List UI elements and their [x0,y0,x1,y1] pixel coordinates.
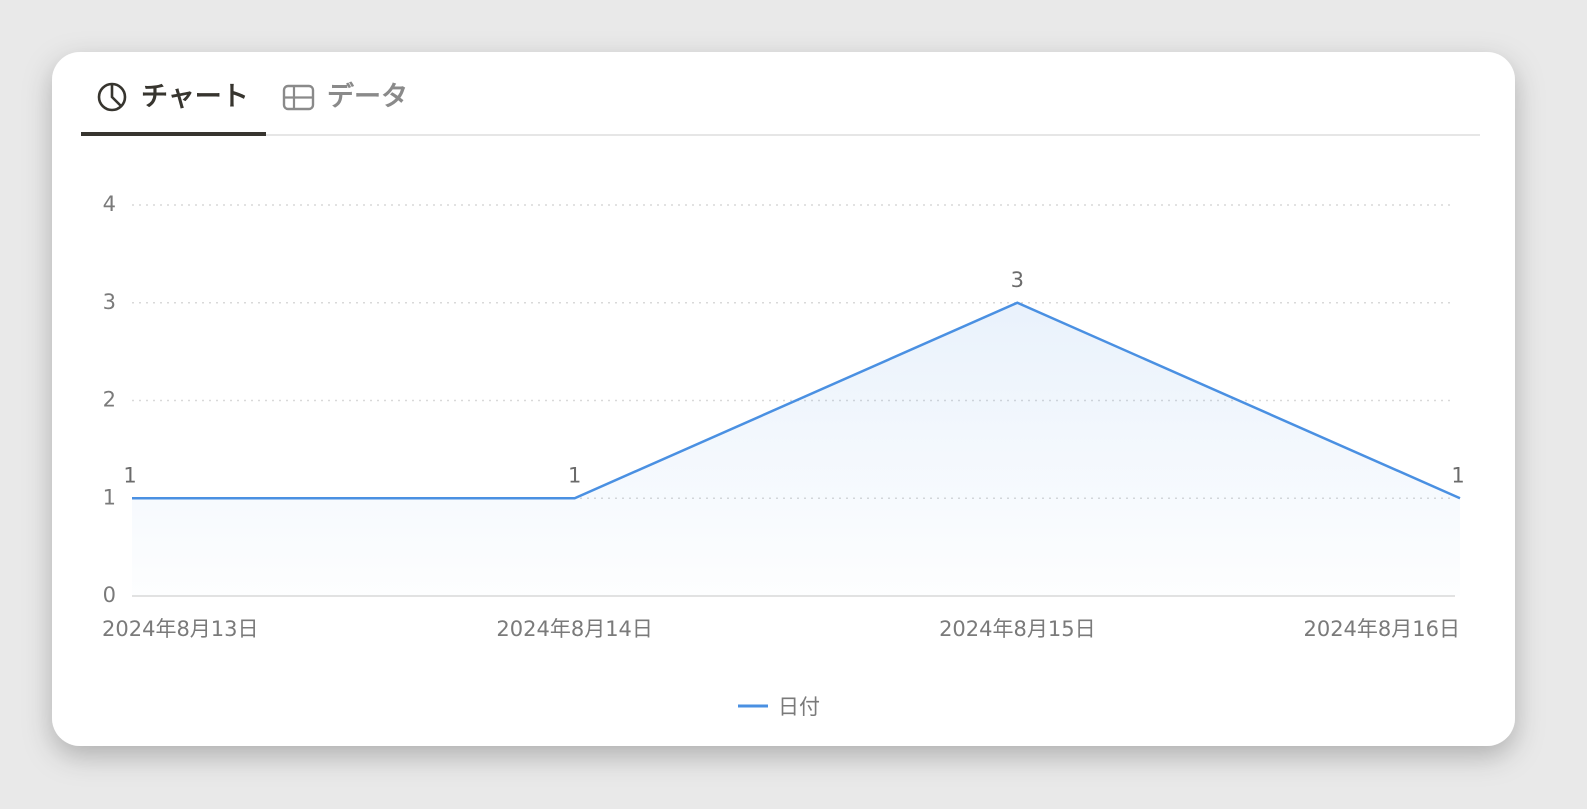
y-tick-label: 4 [103,192,116,216]
plot: 0 1 2 3 4 2024年8月13日 2024年8月14日 2024年8月15日 2024年… [102,192,1465,719]
tab-label: データ [327,81,408,113]
data-label: 1 [568,463,581,487]
card [52,52,1515,746]
y-tick-label: 2 [103,388,116,412]
tab-chart[interactable]: チャート [97,82,249,113]
y-tick-label: 0 [103,583,116,607]
y-tick-label: 1 [103,485,116,509]
x-tick-label: 2024年8月13日 [102,617,259,641]
x-tick-label: 2024年8月16日 [1303,617,1460,641]
tab-label: チャート [141,82,249,113]
pie-icon-slice [110,84,122,107]
legend-label: 日付 [778,695,820,719]
table-icon-grid [284,86,313,109]
tab-data[interactable]: データ [282,81,408,113]
data-label: 3 [1011,268,1024,292]
x-tick-label: 2024年8月15日 [939,617,1096,641]
data-label: 1 [123,463,136,487]
legend-item[interactable]: 日付 [738,695,820,719]
y-tick-label: 3 [103,290,116,314]
x-tick-label: 2024年8月14日 [496,617,653,641]
line [132,301,1461,500]
data-label: 1 [1451,463,1464,487]
area [132,302,1460,596]
